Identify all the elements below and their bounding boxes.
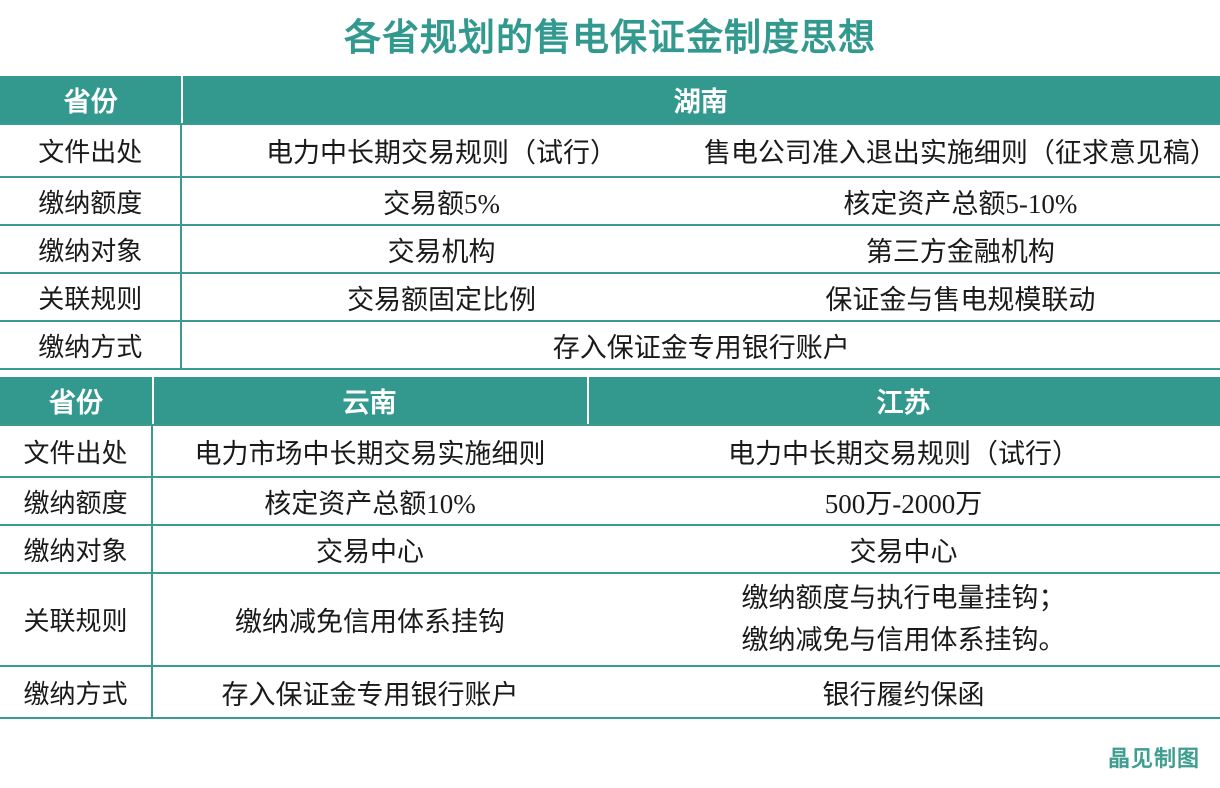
- cell-jiangsu-guanlianguize-line2: 缴纳减免与信用体系挂钩。: [741, 624, 1066, 655]
- table-hunan: 省份 湖南 文件出处 电力中长期交易规则（试行） 售电公司准入退出实施细则（征求…: [0, 76, 1220, 370]
- header-cell-province-label: 省份: [0, 76, 182, 124]
- cell-yunnan-wenjianchuchu: 电力市场中长期交易实施细则: [152, 424, 587, 478]
- cell-hunan-b-jiaonaduixiang: 第三方金融机构: [700, 224, 1220, 274]
- row-label-jiaonaduixiang-1: 缴纳对象: [0, 224, 183, 274]
- table-row: 关联规则 交易额固定比例 保证金与售电规模联动: [0, 272, 1220, 322]
- cell-hunan-a-jiaonaedu: 交易额5%: [181, 176, 701, 226]
- row-label-wenjianchuchu-2: 文件出处: [0, 424, 153, 478]
- cell-yunnan-jiaonaedu: 核定资产总额10%: [152, 476, 587, 526]
- table-row: 文件出处 电力中长期交易规则（试行） 售电公司准入退出实施细则（征求意见稿）: [0, 123, 1220, 178]
- table-row: 文件出处 电力市场中长期交易实施细则 电力中长期交易规则（试行）: [0, 424, 1220, 478]
- table-row: 缴纳对象 交易中心 交易中心: [0, 524, 1220, 574]
- table-row: 关联规则 缴纳减免信用体系挂钩 缴纳额度与执行电量挂钩； 缴纳减免与信用体系挂钩…: [0, 572, 1220, 667]
- row-label-guanlianguize-1: 关联规则: [0, 272, 183, 322]
- header-cell-province-label-2: 省份: [0, 377, 152, 425]
- row-label-jiaonaduixiang-2: 缴纳对象: [0, 524, 153, 574]
- row-label-jiaonafangshi-2: 缴纳方式: [0, 665, 153, 719]
- table-row: 缴纳额度 核定资产总额10% 500万-2000万: [0, 476, 1220, 526]
- cell-hunan-b-wenjianchuchu: 售电公司准入退出实施细则（征求意见稿）: [700, 123, 1220, 178]
- header-cell-province-hunan: 湖南: [181, 76, 1220, 124]
- header-cell-province-yunnan: 云南: [152, 377, 587, 425]
- row-label-jiaonaedu-2: 缴纳额度: [0, 476, 153, 526]
- cell-hunan-merged-jiaonafangshi: 存入保证金专用银行账户: [181, 320, 1220, 370]
- cell-jiangsu-guanlianguize-line1: 缴纳额度与执行电量挂钩；: [741, 582, 1066, 613]
- cell-jiangsu-wenjianchuchu: 电力中长期交易规则（试行）: [587, 424, 1220, 478]
- credit-watermark: 晶见制图: [1107, 746, 1200, 771]
- cell-hunan-a-guanlianguize: 交易额固定比例: [181, 272, 701, 322]
- row-label-jiaonafangshi-1: 缴纳方式: [0, 320, 183, 370]
- header-cell-province-jiangsu: 江苏: [587, 377, 1220, 425]
- page-title: 各省规划的售电保证金制度思想: [344, 17, 876, 58]
- cell-hunan-a-wenjianchuchu: 电力中长期交易规则（试行）: [181, 123, 701, 178]
- cell-hunan-b-jiaonaedu: 核定资产总额5-10%: [700, 176, 1220, 226]
- table-row: 缴纳额度 交易额5% 核定资产总额5-10%: [0, 176, 1220, 226]
- cell-jiangsu-jiaonaduixiang: 交易中心: [587, 524, 1220, 574]
- table-yunnan-jiangsu: 省份 云南 江苏 文件出处 电力市场中长期交易实施细则 电力中长期交易规则（试行…: [0, 377, 1220, 719]
- table-row: 缴纳方式 存入保证金专用银行账户: [0, 320, 1220, 370]
- row-label-jiaonaedu-1: 缴纳额度: [0, 176, 183, 226]
- row-label-guanlianguize-2: 关联规则: [0, 572, 153, 667]
- cell-yunnan-guanlianguize: 缴纳减免信用体系挂钩: [152, 572, 587, 667]
- cell-hunan-a-jiaonaduixiang: 交易机构: [181, 224, 701, 274]
- table-yunnan-jiangsu-header-row: 省份 云南 江苏: [0, 377, 1220, 425]
- cell-jiangsu-jiaonaedu: 500万-2000万: [587, 476, 1220, 526]
- table-row: 缴纳方式 存入保证金专用银行账户 银行履约保函: [0, 665, 1220, 719]
- table-hunan-header-row: 省份 湖南: [0, 76, 1220, 124]
- cell-jiangsu-guanlianguize: 缴纳额度与执行电量挂钩； 缴纳减免与信用体系挂钩。: [587, 572, 1220, 667]
- cell-yunnan-jiaonaduixiang: 交易中心: [152, 524, 587, 574]
- cell-hunan-b-guanlianguize: 保证金与售电规模联动: [700, 272, 1220, 322]
- table-row: 缴纳对象 交易机构 第三方金融机构: [0, 224, 1220, 274]
- row-label-wenjianchuchu-1: 文件出处: [0, 123, 183, 178]
- cell-yunnan-jiaonafangshi: 存入保证金专用银行账户: [152, 665, 587, 719]
- cell-jiangsu-jiaonafangshi: 银行履约保函: [587, 665, 1220, 719]
